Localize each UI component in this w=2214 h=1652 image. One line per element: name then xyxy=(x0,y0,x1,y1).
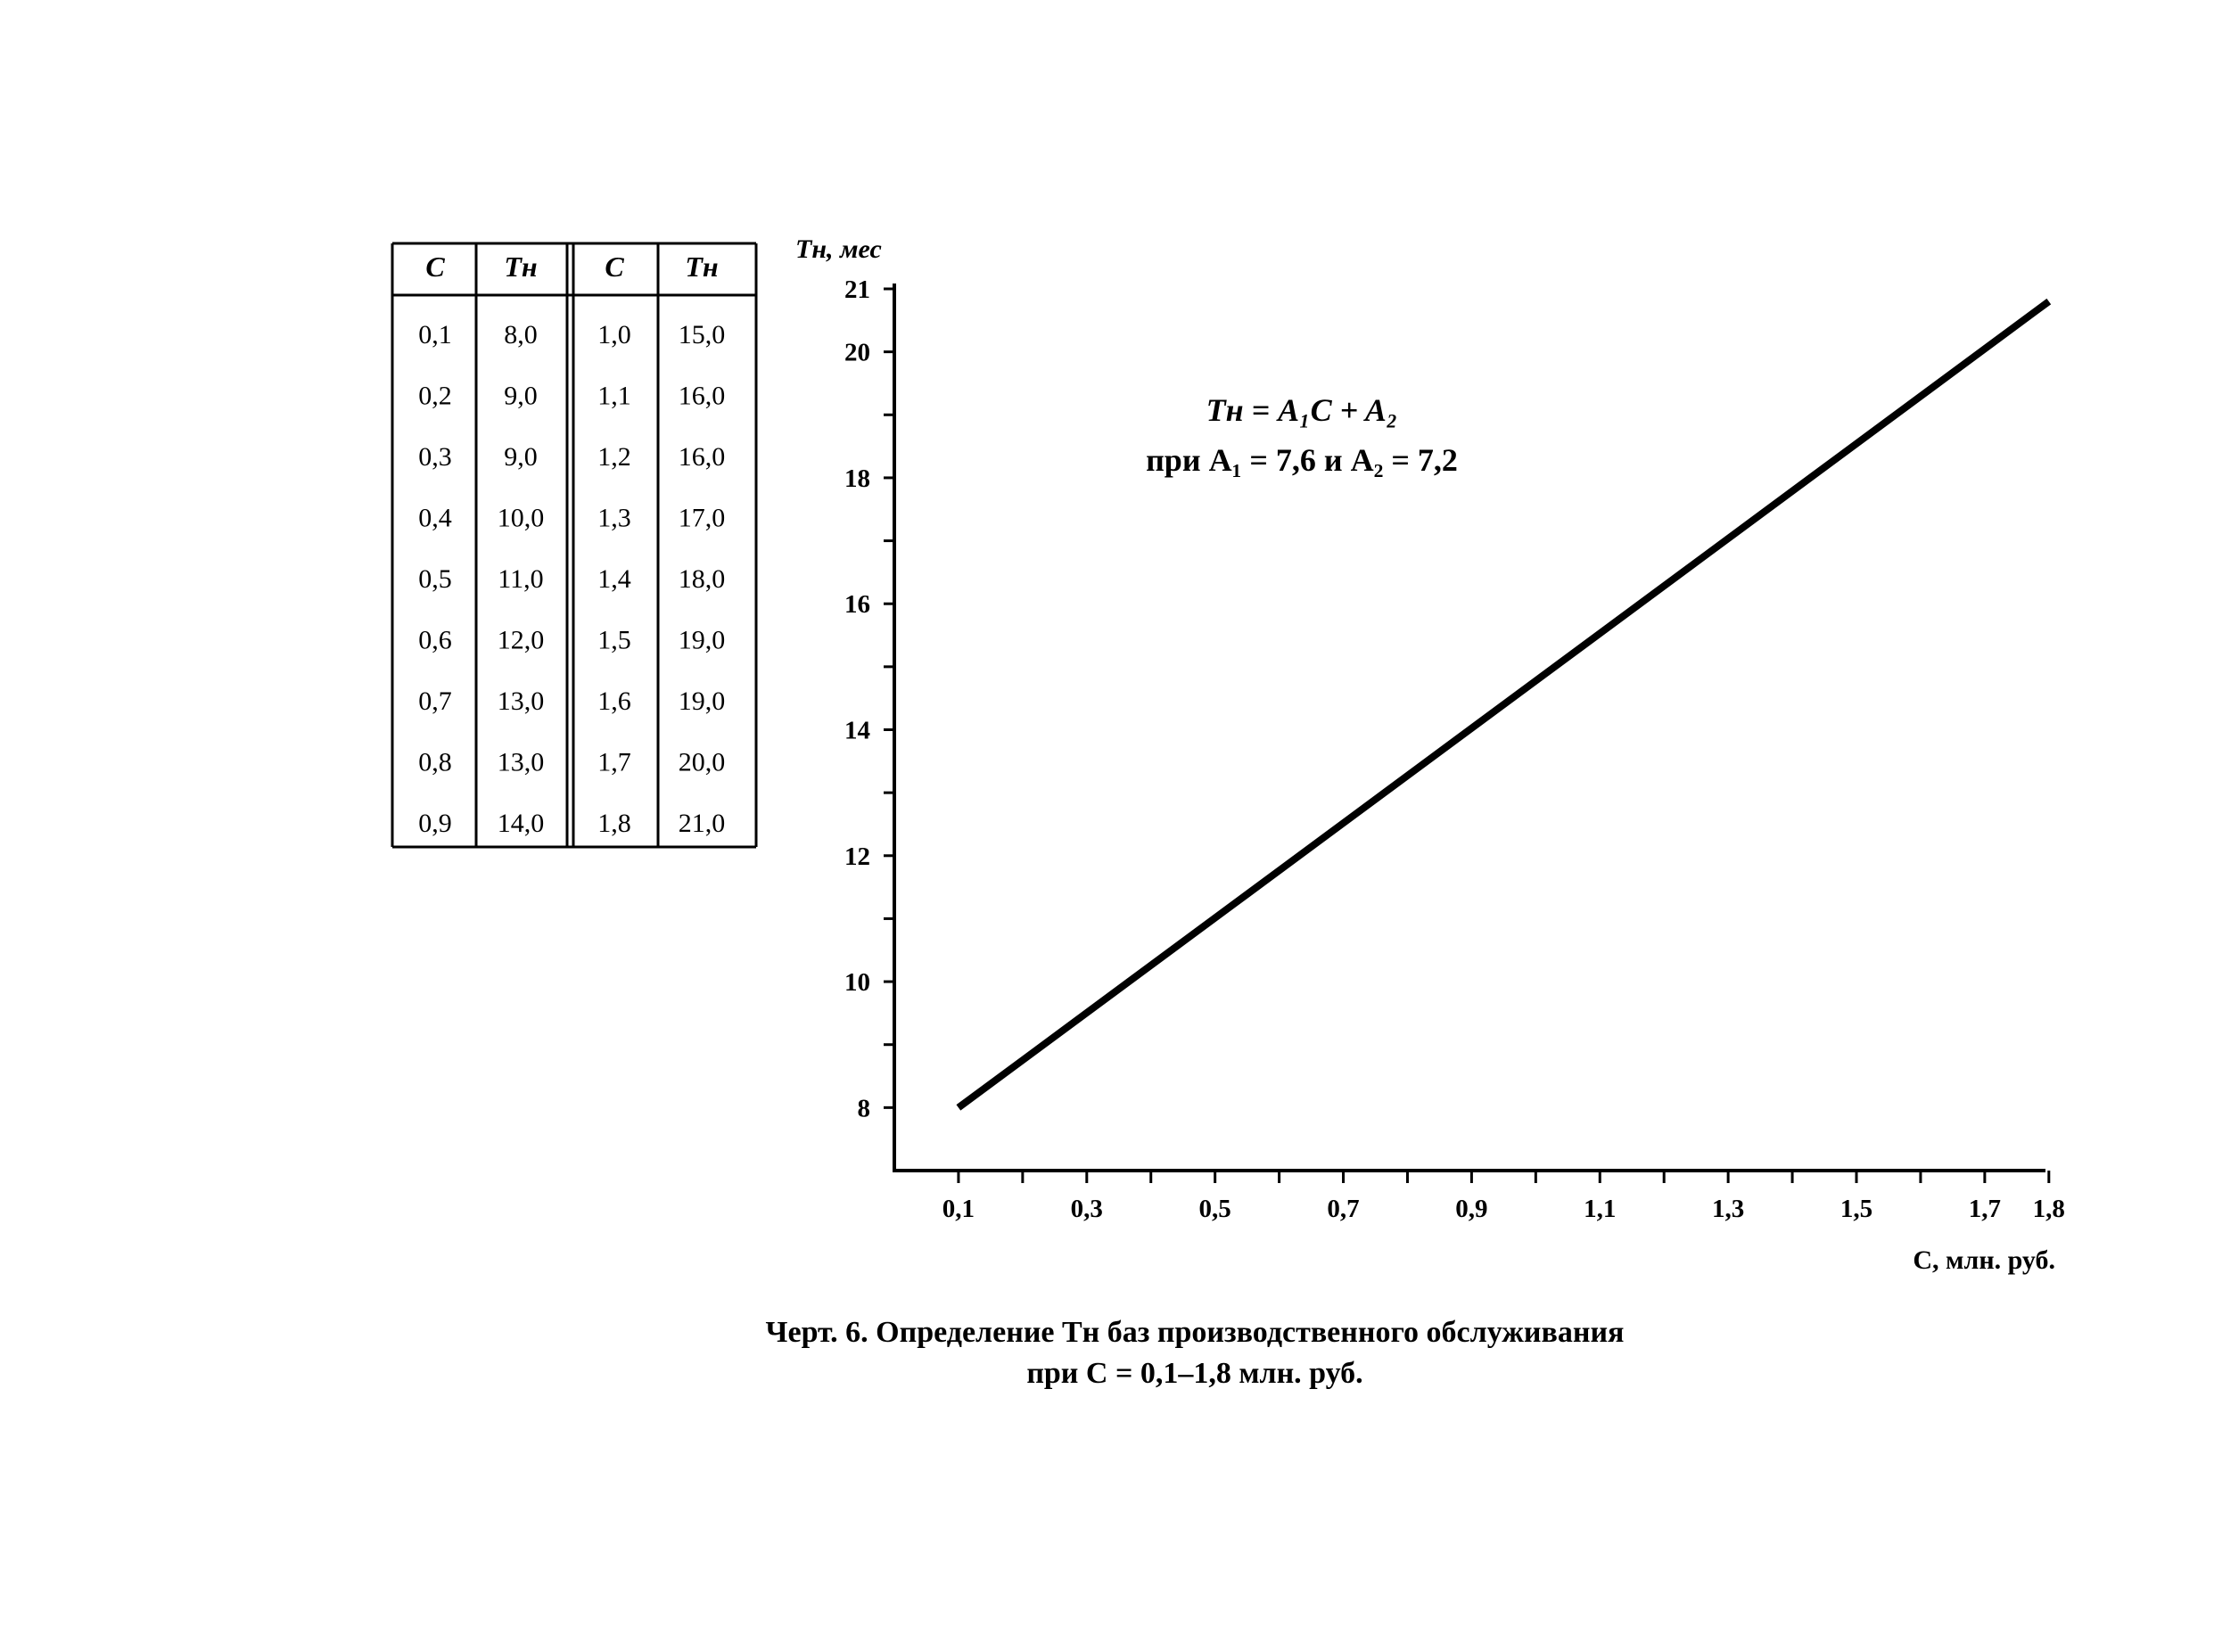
y-tick-label: 18 xyxy=(844,464,870,493)
table-cell: 1,0 xyxy=(597,320,631,349)
x-axis-ticks: 0,1 0,3 0,5 0,7 0,9 1,1 1,3 1,5 1,7 1,8 xyxy=(942,1171,2065,1223)
table-row: 0,1 8,0 1,0 15,0 xyxy=(418,320,725,349)
y-tick-label: 14 xyxy=(844,717,870,745)
table-cell: 9,0 xyxy=(504,442,538,472)
formula-line-2: при A₁ = 7,6 и A₂ = 7,2 xyxy=(1146,442,1458,478)
table-cell: 9,0 xyxy=(504,382,538,411)
x-tick-label: 1,3 xyxy=(1712,1195,1744,1223)
table-cell: 16,0 xyxy=(679,442,726,472)
table-cell: 20,0 xyxy=(679,748,726,777)
x-axis-label: C, млн. руб. xyxy=(1913,1245,2055,1275)
x-tick-label: 0,9 xyxy=(1455,1195,1487,1223)
table-cell: 1,3 xyxy=(597,504,631,533)
table-header-c-1: C xyxy=(425,251,445,283)
table-row: 0,6 12,0 1,5 19,0 xyxy=(418,626,725,655)
x-tick-label: 0,1 xyxy=(942,1195,975,1223)
x-tick-label: 1,5 xyxy=(1840,1195,1872,1223)
table-cell: 0,6 xyxy=(418,626,452,655)
series-group xyxy=(956,298,2052,1111)
table-cell: 0,8 xyxy=(418,748,452,777)
table-cell: 19,0 xyxy=(679,626,726,655)
table-cell: 1,2 xyxy=(597,442,631,472)
table-cell: 13,0 xyxy=(498,686,545,716)
table-header-c-2: C xyxy=(605,251,624,283)
table-cell: 0,3 xyxy=(418,442,452,472)
table-cell: 13,0 xyxy=(498,748,545,777)
table-cell: 0,1 xyxy=(418,320,452,349)
table-header-tn-2: Тн xyxy=(685,251,718,283)
table-cell: 17,0 xyxy=(679,504,726,533)
table-row: 0,5 11,0 1,4 18,0 xyxy=(418,564,725,594)
table-row: 0,3 9,0 1,2 16,0 xyxy=(418,442,725,472)
table-cell: 15,0 xyxy=(679,320,726,349)
table-cell: 12,0 xyxy=(498,626,545,655)
table-cell: 16,0 xyxy=(679,382,726,411)
table-cell: 1,4 xyxy=(597,564,631,594)
y-tick-label: 20 xyxy=(844,339,870,367)
table-grid-lines xyxy=(391,242,758,849)
y-tick-label: 12 xyxy=(844,842,870,871)
table-cell: 1,1 xyxy=(597,382,631,411)
formula-line-1: Тн = A₁C + A₂ xyxy=(1206,392,1398,428)
table-row: 0,8 13,0 1,7 20,0 xyxy=(418,748,725,777)
y-axis-label: Тн, мес xyxy=(795,234,882,264)
data-table: C Тн C Тн 0,1 8,0 1,0 15,0 0,2 9,0 1,1 16,0 0,3 9… xyxy=(391,242,758,849)
x-tick-label: 1,1 xyxy=(1584,1195,1616,1223)
y-tick-label: 16 xyxy=(844,590,870,619)
table-cell: 1,8 xyxy=(597,809,631,838)
table-cell: 0,7 xyxy=(418,686,452,716)
caption-line-2: при C = 0,1–1,8 млн. руб. xyxy=(1026,1357,1362,1390)
table-cell: 18,0 xyxy=(679,564,726,594)
x-tick-label: 0,5 xyxy=(1199,1195,1231,1223)
y-tick-label: 8 xyxy=(858,1094,871,1122)
table-cell: 1,7 xyxy=(597,748,631,777)
table-row: 0,2 9,0 1,1 16,0 xyxy=(418,382,725,411)
x-tick-label: 1,7 xyxy=(1969,1195,2001,1223)
table-cell: 8,0 xyxy=(504,320,538,349)
table-cell: 0,9 xyxy=(418,809,452,838)
caption-line-1: Черт. 6. Определение Тн баз производстве… xyxy=(766,1316,1625,1349)
table-header-row: C Тн C Тн xyxy=(425,251,718,283)
x-tick-label: 1,8 xyxy=(2033,1195,2065,1223)
table-cell: 19,0 xyxy=(679,686,726,716)
table-body: 0,1 8,0 1,0 15,00,2 9,0 1,1 16,00,3 9,0 1,2 16,00… xyxy=(418,320,725,838)
table-cell: 1,5 xyxy=(597,626,631,655)
table-cell: 11,0 xyxy=(498,564,543,594)
table-cell: 1,6 xyxy=(597,686,631,716)
table-cell: 0,2 xyxy=(418,382,452,411)
table-header-tn-1: Тн xyxy=(504,251,537,283)
y-tick-label: 10 xyxy=(844,968,870,997)
figure-caption: Черт. 6. Определение Тн баз производстве… xyxy=(766,1316,1625,1390)
series-line xyxy=(956,298,2052,1111)
table-cell: 0,5 xyxy=(418,564,452,594)
table-cell: 14,0 xyxy=(498,809,545,838)
table-cell: 21,0 xyxy=(679,809,726,838)
table-cell: 0,4 xyxy=(418,504,452,533)
line-chart: Тн, мес 8 10 12 14 16 18 20 21 0,1 0,3 0,5 0,7 0,9 1… xyxy=(795,234,2065,1275)
x-tick-label: 0,7 xyxy=(1327,1195,1359,1223)
table-cell: 10,0 xyxy=(498,504,545,533)
x-tick-label: 0,3 xyxy=(1071,1195,1103,1223)
table-row: 0,7 13,0 1,6 19,0 xyxy=(418,686,725,716)
table-row: 0,9 14,0 1,8 21,0 xyxy=(418,809,725,838)
y-axis-ticks: 8 10 12 14 16 18 20 21 xyxy=(844,275,894,1122)
y-tick-label: 21 xyxy=(844,275,870,304)
table-row: 0,4 10,0 1,3 17,0 xyxy=(418,504,725,533)
